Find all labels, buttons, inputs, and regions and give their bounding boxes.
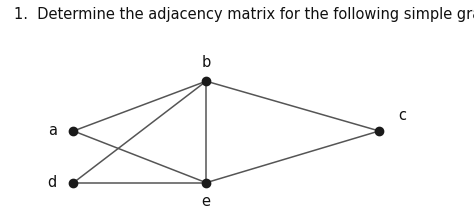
Text: e: e: [202, 194, 210, 209]
Text: 1.  Determine the adjacency matrix for the following simple graph.: 1. Determine the adjacency matrix for th…: [14, 7, 474, 22]
Text: c: c: [398, 108, 406, 123]
Text: b: b: [201, 55, 211, 70]
Text: d: d: [47, 175, 57, 190]
Text: a: a: [48, 124, 56, 139]
